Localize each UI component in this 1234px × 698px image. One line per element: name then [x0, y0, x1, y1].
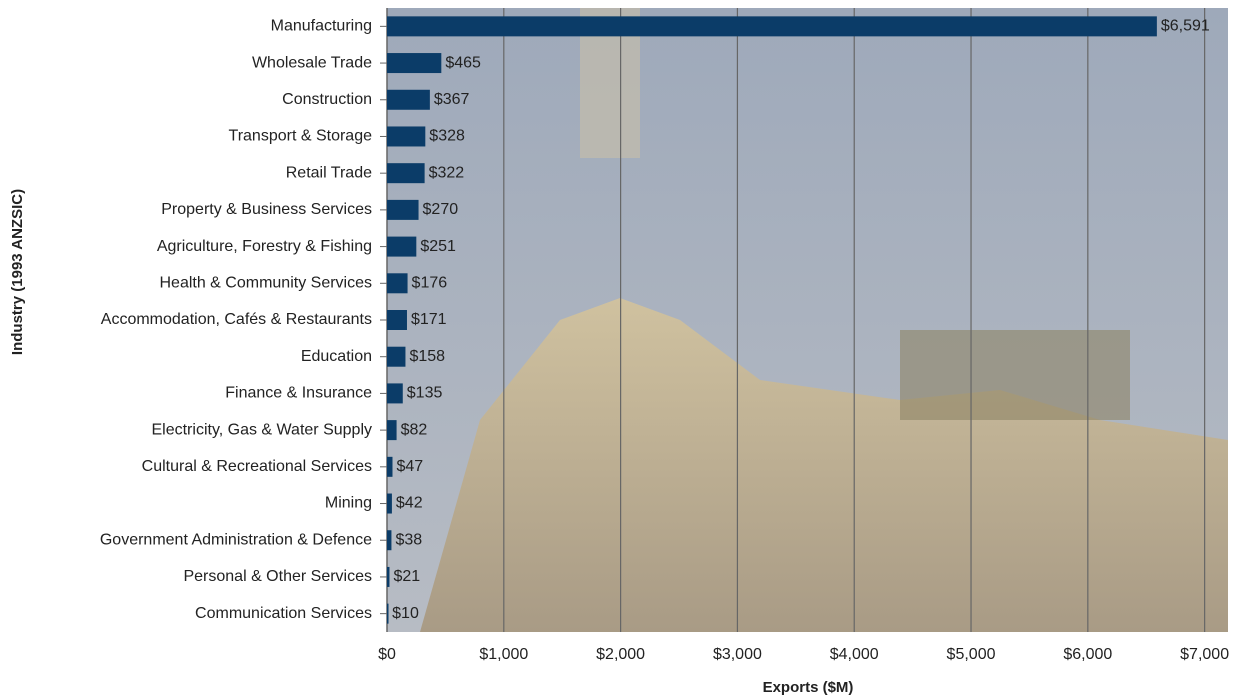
x-tick-label: $5,000	[947, 646, 996, 663]
bar	[387, 310, 407, 330]
bar	[387, 16, 1157, 37]
bar	[387, 456, 393, 477]
value-label: $82	[401, 421, 428, 438]
value-label: $6,591	[1161, 18, 1210, 35]
x-tick-label: $3,000	[713, 646, 762, 663]
y-tick-label: Education	[301, 348, 372, 365]
value-label: $158	[409, 348, 445, 365]
value-label: $171	[411, 311, 447, 328]
y-tick-label: Health & Community Services	[159, 275, 372, 292]
bar	[387, 126, 426, 147]
y-axis-title: Industry (1993 ANZSIC)	[9, 189, 26, 355]
bar	[387, 236, 417, 257]
value-label: $328	[429, 128, 465, 145]
y-tick-label: Agriculture, Forestry & Fishing	[157, 238, 372, 255]
y-tick-label: Finance & Insurance	[225, 385, 372, 402]
y-tick-label: Personal & Other Services	[183, 568, 372, 585]
background-photo	[387, 8, 1228, 632]
bar	[387, 199, 419, 220]
y-tick-label: Construction	[282, 91, 372, 108]
bar	[387, 566, 390, 587]
value-label: $367	[434, 91, 470, 108]
bar	[387, 53, 442, 74]
y-tick-label: Electricity, Gas & Water Supply	[151, 421, 372, 438]
y-tick-label: Property & Business Services	[161, 201, 372, 218]
x-tick-label: $7,000	[1180, 646, 1229, 663]
value-label: $270	[423, 201, 459, 218]
x-tick-label: $0	[378, 646, 396, 663]
y-tick-label: Cultural & Recreational Services	[142, 458, 372, 475]
value-label: $176	[412, 275, 448, 292]
value-label: $21	[393, 568, 420, 585]
value-label: $38	[395, 531, 422, 548]
y-tick-label: Manufacturing	[271, 18, 372, 35]
y-tick-label: Communication Services	[195, 605, 372, 622]
bar	[387, 346, 406, 367]
bar	[387, 420, 397, 441]
y-tick-label: Retail Trade	[286, 164, 372, 181]
bar	[387, 493, 392, 514]
bar	[387, 89, 430, 110]
x-axis-title: Exports ($M)	[763, 679, 854, 696]
bar	[387, 530, 392, 551]
bar	[387, 273, 408, 294]
x-tick-label: $1,000	[479, 646, 528, 663]
photo-bulldozer	[900, 330, 1130, 420]
x-tick-label: $4,000	[830, 646, 879, 663]
value-label: $47	[396, 458, 423, 475]
bar	[387, 383, 403, 404]
y-tick-label: Transport & Storage	[229, 128, 373, 145]
value-label: $322	[429, 164, 465, 181]
bar	[387, 603, 389, 624]
value-label: $10	[392, 605, 419, 622]
value-label: $251	[420, 238, 456, 255]
bar	[387, 163, 425, 184]
y-tick-label: Mining	[325, 495, 372, 512]
value-label: $42	[396, 495, 423, 512]
value-label: $465	[445, 54, 481, 71]
y-tick-label: Government Administration & Defence	[100, 531, 372, 548]
value-label: $135	[407, 385, 443, 402]
y-tick-label: Accommodation, Cafés & Restaurants	[101, 311, 372, 328]
photo-sand-pile	[420, 298, 1228, 632]
x-tick-label: $2,000	[596, 646, 645, 663]
y-tick-label: Wholesale Trade	[252, 54, 372, 71]
x-tick-label: $6,000	[1063, 646, 1112, 663]
